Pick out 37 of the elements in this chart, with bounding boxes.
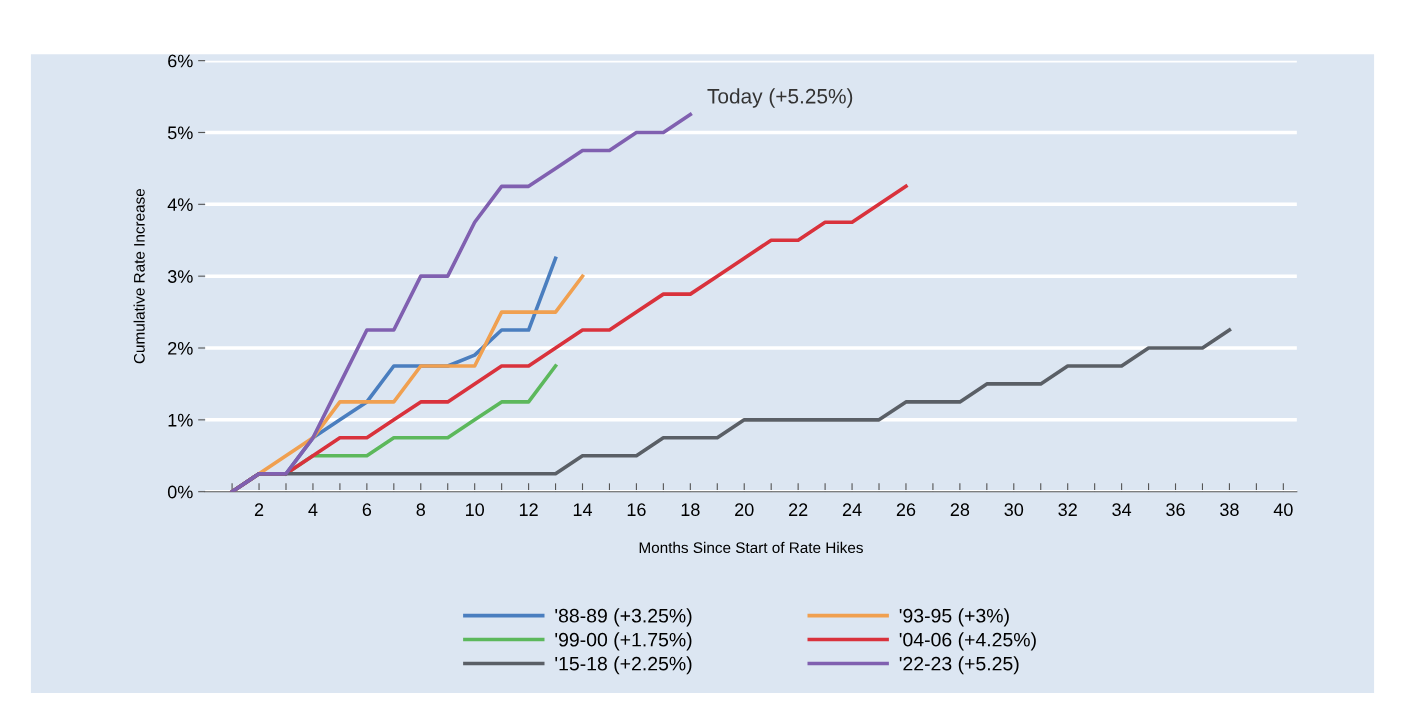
- x-tick-label: 18: [681, 503, 700, 517]
- legend-label: '04-06 (+4.25%): [899, 632, 1036, 651]
- x-tick-label: 6: [362, 503, 372, 517]
- y-tick-label: 0%: [167, 485, 193, 499]
- y-tick-label: 4%: [167, 198, 193, 211]
- x-tick-label: 10: [466, 503, 485, 517]
- x-tick-label: 38: [1220, 503, 1239, 517]
- legend-label: '99-00 (+1.75%): [555, 632, 692, 651]
- x-tick-label: 12: [519, 503, 538, 516]
- line-series: [230, 112, 693, 492]
- y-tick-label: 2%: [168, 341, 193, 355]
- y-axis-title: Cumulative Rate Increase: [133, 188, 145, 364]
- x-tick-label: 34: [1112, 503, 1132, 517]
- x-axis-title: Months Since Start of Rate Hikes: [639, 541, 863, 554]
- x-tick-label: 16: [627, 503, 646, 517]
- x-tick-label: 30: [1004, 503, 1024, 517]
- x-tick-label: 20: [735, 503, 754, 517]
- x-tick-label: 32: [1058, 503, 1077, 517]
- x-tick-label: 24: [842, 503, 862, 516]
- y-tick-label: 6%: [168, 54, 193, 68]
- y-tick-label: 5%: [167, 126, 193, 140]
- x-tick-label: 8: [416, 503, 426, 517]
- legend-label: '22-23 (+5.25): [899, 656, 1019, 675]
- x-tick-label: 4: [308, 503, 318, 516]
- annotation: Today (+5.25%): [707, 88, 853, 108]
- y-tick-label: 3%: [167, 270, 193, 283]
- x-tick-label: 14: [573, 503, 593, 516]
- y-tick-label: 1%: [168, 413, 193, 427]
- x-tick-label: 28: [950, 503, 970, 517]
- x-tick-label: 40: [1273, 503, 1293, 517]
- x-tick-label: 36: [1166, 503, 1185, 517]
- legend-label: '93-95 (+3%): [899, 608, 1009, 627]
- x-tick-label: 26: [896, 503, 916, 517]
- x-tick-label: 2: [254, 503, 264, 516]
- x-tick-label: 22: [789, 503, 808, 516]
- legend-label: '15-18 (+2.25%): [555, 656, 692, 675]
- legend-label: '88-89 (+3.25%): [555, 608, 692, 627]
